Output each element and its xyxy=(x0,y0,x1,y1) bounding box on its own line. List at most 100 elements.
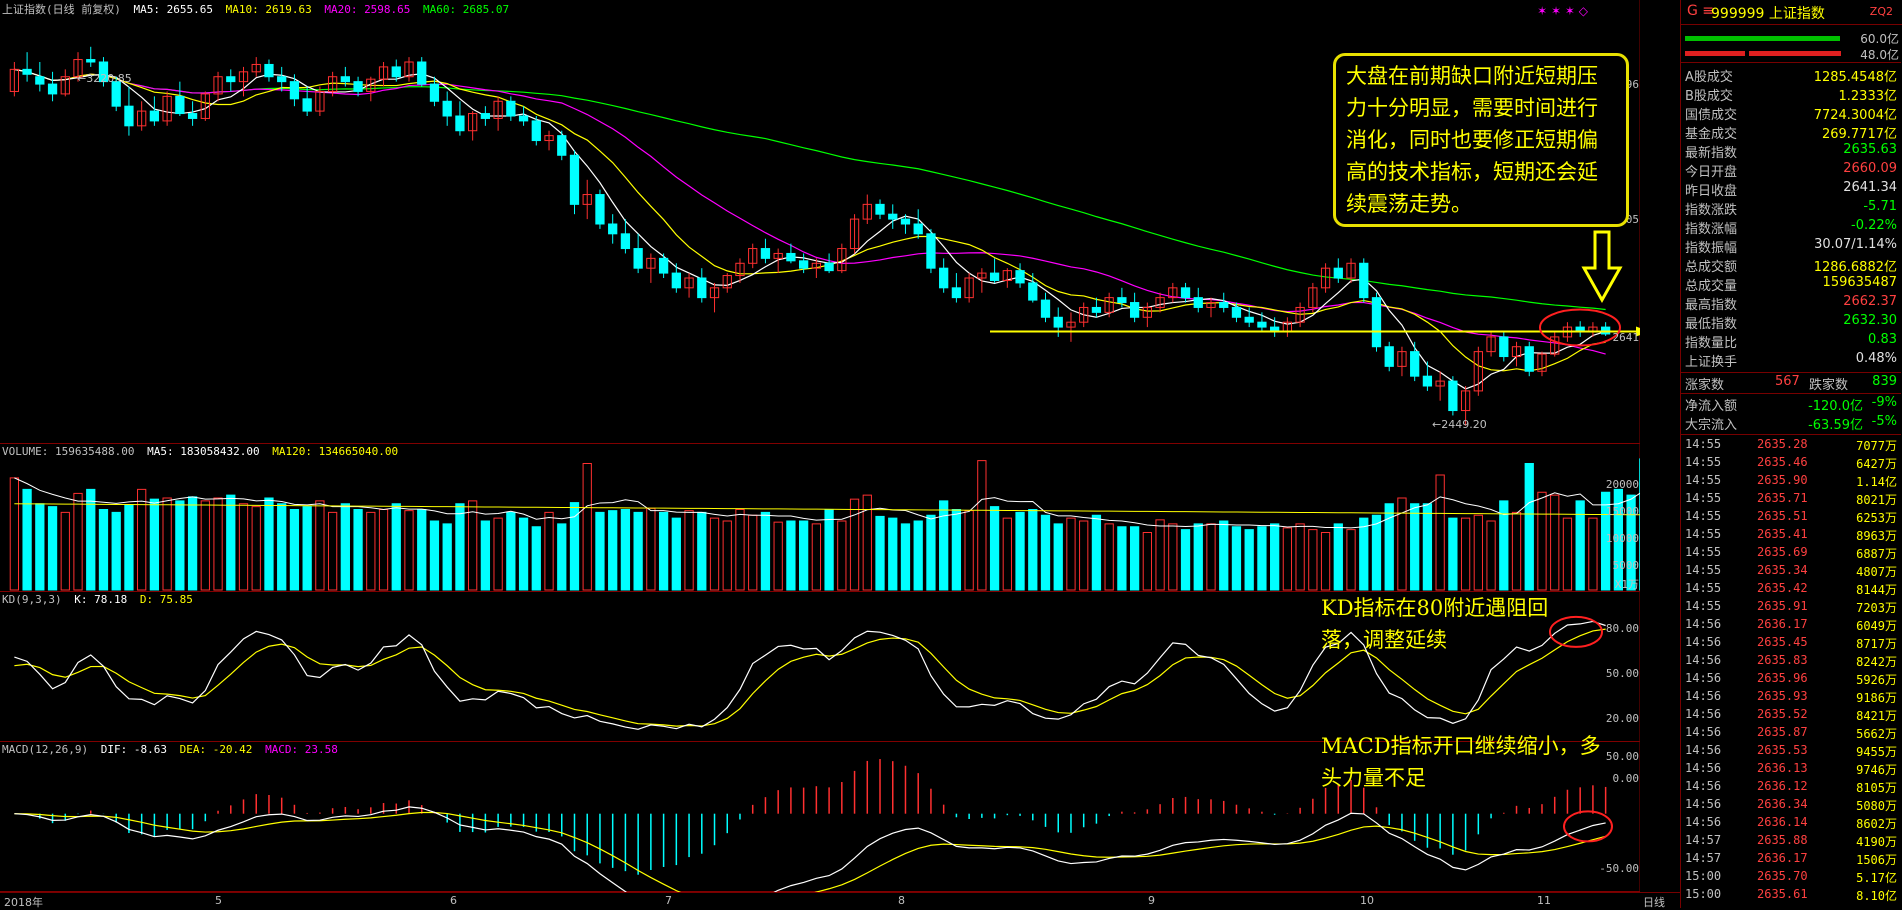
volume-bar xyxy=(672,518,680,590)
tick-volume: 4190万 xyxy=(1856,833,1897,850)
stat-label: 指数量比 xyxy=(1685,332,1737,351)
ma60-readout: MA60: 2685.07 xyxy=(423,3,509,16)
stat-label: 最低指数 xyxy=(1685,313,1737,332)
candle-body xyxy=(1220,303,1228,308)
candle-body xyxy=(519,116,527,121)
stat-label: A股成交 xyxy=(1685,66,1733,85)
volume-bar xyxy=(1512,512,1520,590)
volume-bar xyxy=(850,499,858,590)
stat-value: -0.22% xyxy=(1851,218,1897,233)
tick-price: 2635.42 xyxy=(1757,581,1808,595)
macd-dif-line xyxy=(14,807,1605,892)
volume-bar xyxy=(150,499,158,590)
volume-bar xyxy=(1461,518,1469,590)
zoom-label[interactable]: ZQ2 xyxy=(1870,5,1893,18)
volume-chart[interactable] xyxy=(0,444,1640,592)
price-chart-pane[interactable]: 上证指数(日线 前复权) MA5: 2655.65 MA10: 2619.63 … xyxy=(0,0,1640,444)
stat-value: 159635487 xyxy=(1823,275,1897,290)
candle-body xyxy=(507,101,515,116)
volume-bar xyxy=(1525,464,1533,591)
ma5-readout: MA5: 2655.65 xyxy=(134,3,213,16)
stat-label: B股成交 xyxy=(1685,85,1733,104)
volume-bar xyxy=(1220,521,1228,590)
tick-price: 2635.91 xyxy=(1757,599,1808,613)
volume-pane[interactable]: VOLUME: 159635488.00 MA5: 183058432.00 M… xyxy=(0,444,1640,592)
tick-time: 14:55 xyxy=(1685,527,1721,541)
volume-bar xyxy=(545,512,553,590)
tick-price: 2635.70 xyxy=(1757,869,1808,883)
volume-bar xyxy=(634,512,642,590)
buy-ratio-bar xyxy=(1685,36,1840,41)
flow-label: 大宗流入 xyxy=(1685,414,1737,433)
candle-body xyxy=(303,99,311,111)
stat-value: 0.48% xyxy=(1856,351,1897,366)
tick-volume: 8144万 xyxy=(1856,581,1897,598)
candle-body xyxy=(1372,298,1380,347)
candle-body xyxy=(23,69,31,74)
sell-ratio-bar xyxy=(1685,51,1745,56)
more-options-icon[interactable]: ✶ ✶ ✶ ◇ xyxy=(1537,4,1588,18)
date-axis-label: 8 xyxy=(898,894,905,907)
kd-axis-label: 20.00 xyxy=(1606,712,1639,725)
tick-volume: 8021万 xyxy=(1856,491,1897,508)
volume-bar xyxy=(698,512,706,590)
date-axis-label: 10 xyxy=(1360,894,1374,907)
volume-bar xyxy=(443,524,451,590)
kd-pane[interactable]: KD(9,3,3) K: 78.18 D: 75.85 80.00 50.00 … xyxy=(0,592,1640,742)
volume-bar xyxy=(278,504,286,590)
tick-volume: 6049万 xyxy=(1856,617,1897,634)
candle-body xyxy=(825,263,833,270)
volume-bar xyxy=(36,504,44,590)
volume-bar xyxy=(112,512,120,590)
macd-axis-label: 50.00 xyxy=(1606,750,1639,763)
macd-pane[interactable]: MACD(12,26,9) DIF: -8.63 DEA: -20.42 MAC… xyxy=(0,742,1640,892)
sell-ratio-bar xyxy=(1749,51,1841,56)
volume-bar xyxy=(303,507,311,590)
volume-bar xyxy=(1423,504,1431,590)
volume-bar xyxy=(201,501,209,590)
tick-time: 14:56 xyxy=(1685,671,1721,685)
tick-price: 2635.28 xyxy=(1757,437,1808,451)
volume-bar xyxy=(188,497,196,590)
tick-price: 2635.46 xyxy=(1757,455,1808,469)
tick-price: 2636.12 xyxy=(1757,779,1808,793)
candle-body xyxy=(456,116,464,131)
volume-bar xyxy=(252,507,260,590)
candle-body xyxy=(1411,352,1419,377)
volume-bar xyxy=(507,512,515,590)
volume-bar xyxy=(481,521,489,590)
macd-axis-label: 0.00 xyxy=(1613,772,1640,785)
advancers-count: 567 xyxy=(1775,374,1800,389)
volume-bar xyxy=(10,478,18,590)
stat-label: 昨日收盘 xyxy=(1685,180,1737,199)
date-axis-label: 9 xyxy=(1148,894,1155,907)
tick-volume: 6427万 xyxy=(1856,455,1897,472)
